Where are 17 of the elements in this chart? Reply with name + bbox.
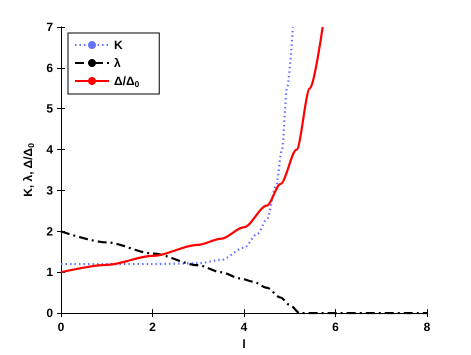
y-tick-label: 6 [46,60,54,75]
x-tick-label: 4 [240,320,248,334]
x-axis-title: l [242,337,246,351]
legend-label: λ [114,56,121,70]
y-tick-label: 4 [46,142,54,157]
y-tick-label: 5 [46,102,54,116]
x-tick-label: 2 [149,320,156,334]
y-tick-label: 2 [46,224,54,238]
x-tick-label: 8 [424,320,431,334]
y-tick-label: 3 [46,183,54,198]
x-tick-label: 6 [332,320,340,334]
y-tick-label: 1 [46,265,54,280]
y-tick-label: 0 [46,306,54,320]
x-tick-label: 0 [58,320,65,334]
y-axis-title: K, λ, Δ/Δ0 [21,142,36,197]
legend-label: K [114,38,123,52]
y-tick-label: 7 [46,20,54,34]
